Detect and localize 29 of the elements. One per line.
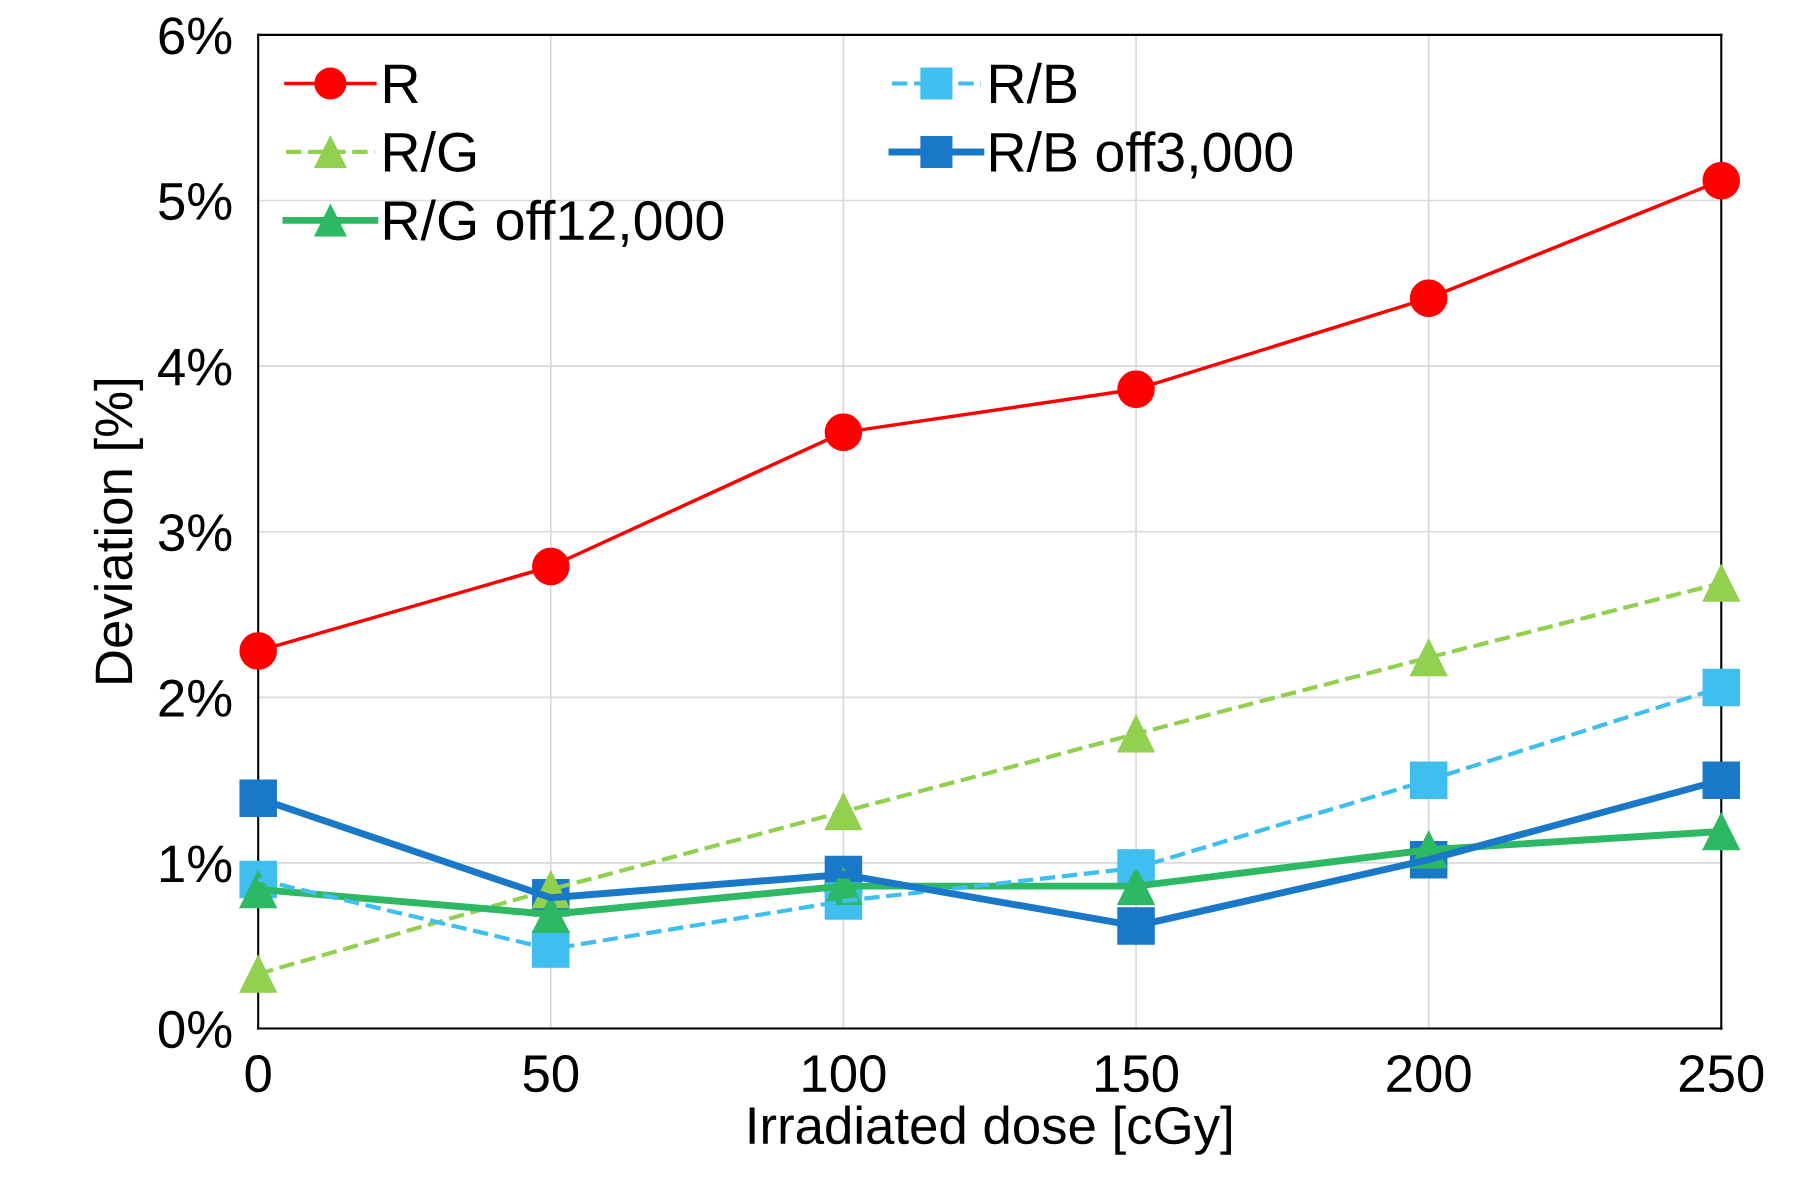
x-tick-label: 250 [1679,1054,1764,1093]
x-tick-label: 0 [245,1054,271,1093]
y-tick-label: 5% [159,183,232,221]
point [1117,715,1155,753]
x-tick-label: 150 [1096,1054,1179,1093]
x-tick-label: 100 [803,1054,886,1093]
point [1409,761,1448,799]
x-tick-label: 50 [523,1054,579,1093]
point [1409,638,1448,677]
x-axis-title: Irradiated dose [cGy] [749,1105,1231,1155]
legend-label: R [384,64,418,103]
legend-label: R/B [990,62,1077,104]
point [1702,161,1741,200]
y-tick-label: 1% [160,845,232,883]
y-axis-title: Deviation [%] [93,380,144,683]
y-tick-label: 2% [159,679,232,717]
legend-label: R/G [384,131,476,172]
x-tick-label: 200 [1387,1054,1471,1093]
legend-label: R/G off12,000 [384,199,724,247]
y-tick-label: 3% [158,514,232,552]
point [239,632,277,670]
point [824,792,863,831]
y-tick-label: 0% [158,1010,232,1049]
point [239,955,277,993]
point [1702,564,1741,602]
legend-label: R/B off3,000 [990,131,1293,179]
y-tick-label: 4% [158,348,232,386]
point [1702,668,1741,707]
y-tick-label: 6% [159,17,232,55]
